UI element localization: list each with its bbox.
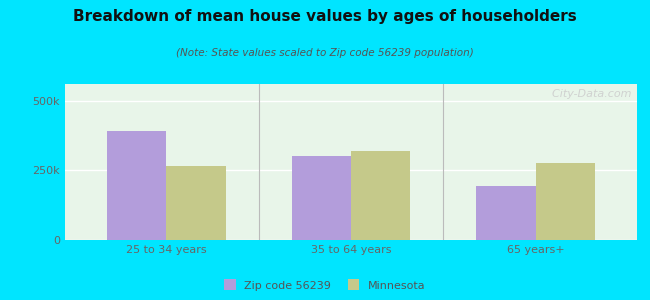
Text: (Note: State values scaled to Zip code 56239 population): (Note: State values scaled to Zip code 5…	[176, 48, 474, 58]
Bar	[351, 151, 410, 240]
Legend: Zip code 56239, Minnesota: Zip code 56239, Minnesota	[224, 281, 426, 291]
Bar	[107, 131, 166, 240]
Bar	[476, 186, 536, 240]
Text: Breakdown of mean house values by ages of householders: Breakdown of mean house values by ages o…	[73, 9, 577, 24]
Text: City-Data.com: City-Data.com	[545, 89, 631, 99]
Bar	[292, 156, 351, 240]
Bar	[536, 164, 595, 240]
Bar	[166, 166, 226, 240]
